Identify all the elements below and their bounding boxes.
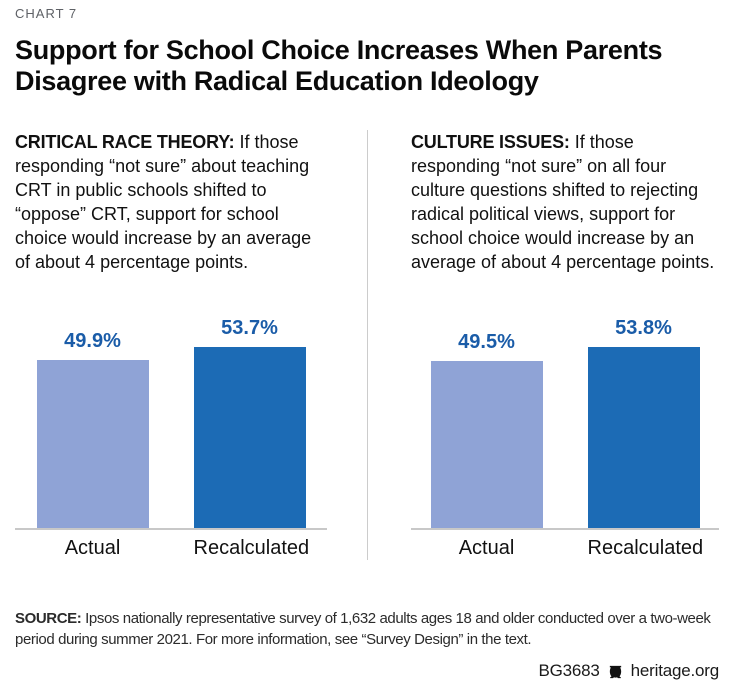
category-labels-culture: Actual Recalculated: [411, 530, 719, 560]
bar-actual: [430, 361, 543, 528]
bar-recalculated: [587, 347, 700, 528]
bar-group-recalculated: 53.7%: [193, 317, 306, 528]
panel-body-crt: If those responding “not sure” about tea…: [15, 132, 312, 272]
panel-description-crt: CRITICAL RACE THEORY: If those respondin…: [15, 130, 327, 274]
panel-critical-race-theory: CRITICAL RACE THEORY: If those respondin…: [15, 130, 368, 560]
category-label: Actual: [64, 537, 121, 559]
panel-body-culture: If those responding “not sure” on all fo…: [411, 132, 715, 272]
chart-title-line1: Support for School Choice Increases When…: [15, 35, 663, 65]
category-label: Recalculated: [193, 537, 310, 559]
panel-heading-culture: CULTURE ISSUES:: [411, 132, 570, 152]
bar-area-crt: 49.9% 53.7%: [15, 317, 327, 530]
chart-number-eyebrow: CHART 7: [15, 6, 78, 21]
bar-group-recalculated: 53.8%: [587, 317, 700, 528]
bar-chart-culture: 49.5% 53.8% Actual Recalculated: [411, 317, 719, 560]
bar-value-label: 53.7%: [221, 317, 278, 339]
bar-area-culture: 49.5% 53.8%: [411, 317, 719, 530]
source-text: Ipsos nationally representative survey o…: [15, 610, 711, 648]
footer: BG3683 heritage.org: [538, 661, 719, 681]
chart-panels: CRITICAL RACE THEORY: If those respondin…: [15, 130, 719, 560]
site-url: heritage.org: [630, 661, 720, 680]
bar-actual: [36, 360, 149, 528]
bar-group-actual: 49.9%: [36, 330, 149, 528]
source-note: SOURCE: Ipsos nationally representative …: [15, 608, 719, 650]
source-label: SOURCE:: [15, 610, 82, 627]
bar-value-label: 49.5%: [458, 331, 515, 353]
bar-recalculated: [193, 347, 306, 528]
chart-title-line2: Disagree with Radical Education Ideology: [15, 66, 539, 96]
category-label: Recalculated: [587, 537, 704, 559]
category-label: Actual: [458, 537, 515, 559]
bar-chart-crt: 49.9% 53.7% Actual Recalculated: [15, 317, 327, 560]
document-id: BG3683: [538, 661, 600, 680]
chart-title: Support for School Choice Increases When…: [15, 35, 719, 97]
panel-description-culture: CULTURE ISSUES: If those responding “not…: [411, 130, 719, 274]
panel-culture-issues: CULTURE ISSUES: If those responding “not…: [368, 130, 719, 560]
bar-group-actual: 49.5%: [430, 331, 543, 528]
heritage-bell-icon: [609, 665, 621, 678]
panel-heading-crt: CRITICAL RACE THEORY:: [15, 132, 235, 152]
category-labels-crt: Actual Recalculated: [15, 530, 327, 560]
bar-value-label: 49.9%: [64, 330, 121, 352]
bar-value-label: 53.8%: [615, 317, 672, 339]
